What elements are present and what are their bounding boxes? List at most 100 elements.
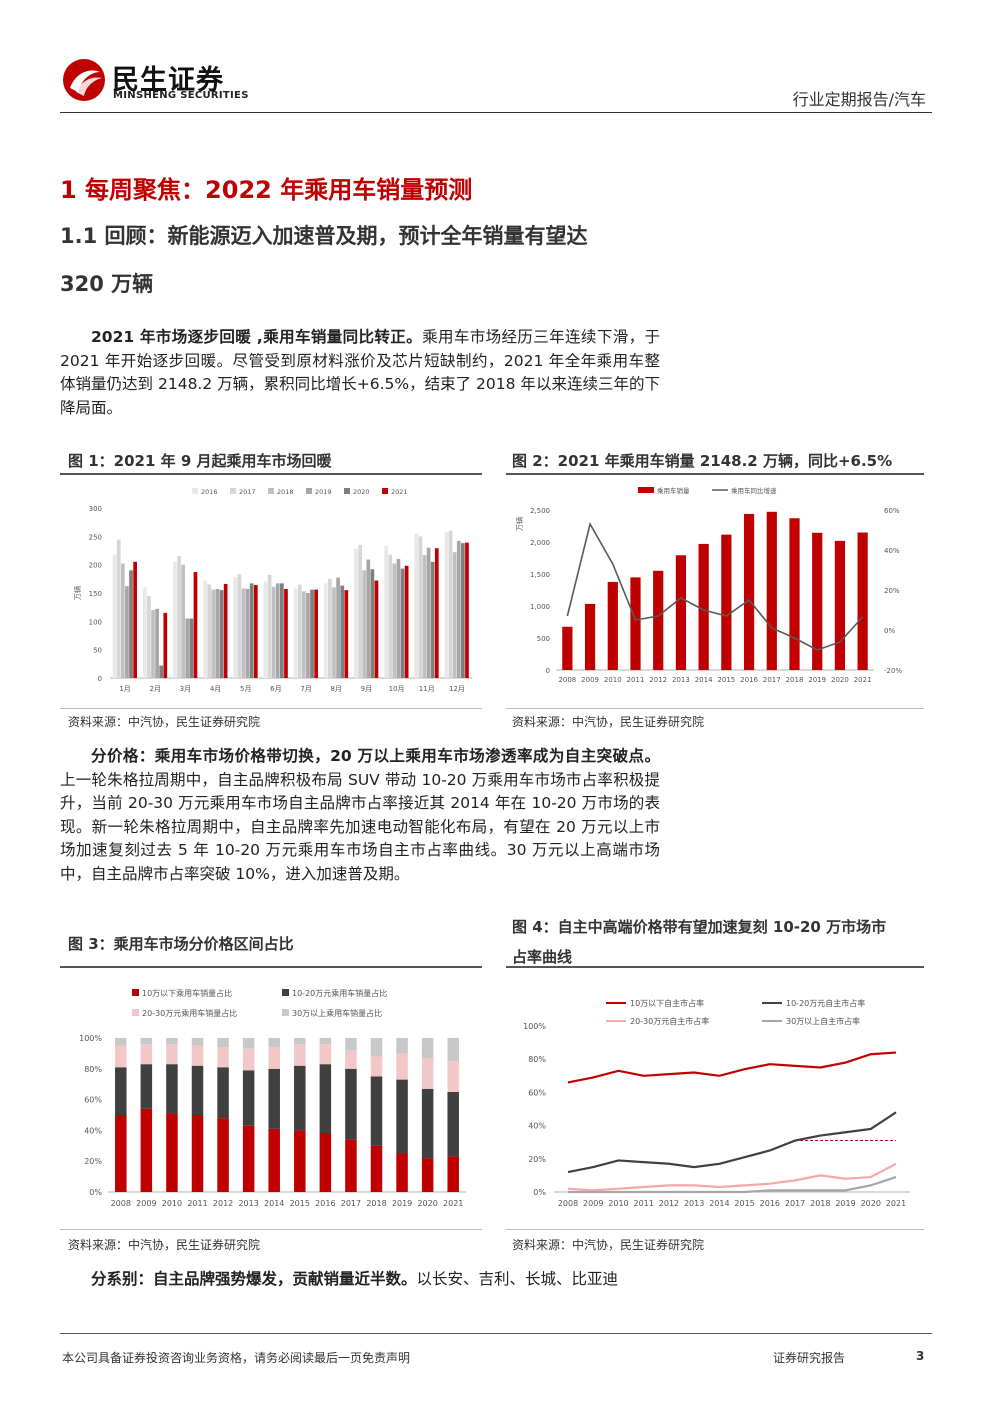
bar <box>418 536 423 678</box>
legend-swatch <box>344 488 350 494</box>
x-tick-label: 5月 <box>240 685 251 693</box>
y-tick-label: 1,000 <box>530 603 550 611</box>
x-tick-label: 2012 <box>213 1199 233 1208</box>
paragraph-lead: 分系别：自主品牌强势爆发，贡献销量近半数。 <box>91 1270 417 1288</box>
stacked-bar-segment <box>268 1128 280 1192</box>
bar <box>275 583 280 678</box>
figure4-source: 资料来源：中汽协，民生证券研究院 <box>512 1238 705 1252</box>
x-tick-label: 2013 <box>238 1199 258 1208</box>
legend-label: 10-20万元自主市占率 <box>786 998 865 1008</box>
figure4-title-line2: 占率曲线 <box>512 948 573 966</box>
stacked-bar-segment <box>166 1113 178 1192</box>
x-tick-label: 8月 <box>331 685 342 693</box>
bar <box>163 612 168 678</box>
bar <box>297 584 302 678</box>
stacked-bar-segment <box>268 1047 280 1069</box>
y-tick-label: 250 <box>89 533 102 541</box>
y2-tick-label: 40% <box>884 547 900 555</box>
x-tick-label: 2016 <box>740 676 758 684</box>
figure4-top-rule <box>506 966 924 968</box>
stacked-bar-segment <box>217 1067 229 1119</box>
legend-swatch <box>638 487 654 493</box>
x-tick-label: 2012 <box>649 676 667 684</box>
stacked-bar-segment <box>370 1145 383 1192</box>
paragraph-price-band: 分价格：乘用车市场价格带切换，20 万以上乘用车市场渗透率成为自主突破点。上一轮… <box>60 745 660 886</box>
bar <box>789 518 800 670</box>
y-tick-label: 2,000 <box>530 539 550 547</box>
x-tick-label: 2017 <box>763 676 781 684</box>
bar <box>698 543 709 670</box>
stacked-bar-segment <box>447 1061 459 1092</box>
x-tick-label: 4月 <box>210 685 221 693</box>
y-tick-label: 100 <box>89 618 102 626</box>
stacked-bar-segment <box>421 1038 434 1059</box>
bar <box>223 583 228 678</box>
x-tick-label: 2010 <box>162 1199 182 1208</box>
y-axis-label: 万辆 <box>73 586 82 600</box>
bar <box>465 542 469 678</box>
x-tick-label: 2011 <box>627 676 645 684</box>
figure2-title: 图 2：2021 年乘用车销量 2148.2 万辆，同比+6.5% <box>512 452 893 470</box>
bar <box>392 563 397 678</box>
bar <box>177 556 181 678</box>
paragraph-body: 以长安、吉利、长城、比亚迪 <box>416 1270 619 1288</box>
bar <box>185 618 190 678</box>
stacked-bar-segment <box>345 1139 357 1192</box>
bar <box>422 555 427 678</box>
stacked-bar-segment <box>370 1056 383 1077</box>
y-tick-label: 20% <box>528 1155 546 1164</box>
x-tick-label: 2019 <box>392 1199 412 1208</box>
x-tick-label: 2021 <box>443 1199 463 1208</box>
x-tick-label: 2016 <box>760 1199 780 1208</box>
y2-tick-label: 20% <box>884 587 900 595</box>
stacked-bar-segment <box>115 1038 127 1046</box>
x-tick-label: 2014 <box>695 676 713 684</box>
x-tick-label: 2008 <box>558 676 576 684</box>
legend-label: 2018 <box>277 488 294 496</box>
figure1-chart: 2016 2017 2018 2019 2020 2021 0 50 100 150 200 250 3… <box>73 488 472 693</box>
bar <box>293 588 298 678</box>
x-tick-label: 2013 <box>684 1199 704 1208</box>
legend-swatch <box>382 488 388 494</box>
legend-label: 20-30万元乘用车销量占比 <box>142 1008 237 1018</box>
stacked-bar-segment <box>421 1158 434 1192</box>
figure2-source: 资料来源：中汽协，民生证券研究院 <box>512 715 705 729</box>
stacked-bar-segment <box>217 1038 229 1048</box>
bar <box>245 589 250 678</box>
legend-swatch <box>230 488 236 494</box>
legend-label: 30万以上自主市占率 <box>786 1016 860 1026</box>
y2-tick-label: 60% <box>884 507 900 515</box>
stacked-bar-segment <box>396 1153 408 1192</box>
legend-label: 2021 <box>391 488 408 496</box>
bar <box>444 531 449 678</box>
bar <box>112 554 117 678</box>
bar <box>834 540 846 670</box>
y-tick-label: 150 <box>89 590 102 598</box>
stacked-bar-segment <box>166 1064 178 1114</box>
bar <box>155 608 159 678</box>
bar <box>430 561 435 678</box>
stacked-bar-segment <box>447 1091 459 1157</box>
paragraph-body: 乘用车市场经历三年连续下滑，于 2021 年开始逐步回暖。尽管受到原材料涨价及芯… <box>60 328 660 417</box>
stacked-bar-segment <box>140 1064 153 1109</box>
x-tick-label: 2013 <box>672 676 690 684</box>
bar <box>233 577 238 678</box>
legend-swatch <box>268 488 274 494</box>
x-tick-label: 10月 <box>389 685 405 693</box>
stacked-bar-segment <box>345 1068 357 1140</box>
y-tick-label: 0 <box>98 675 102 683</box>
bar <box>366 559 371 678</box>
subsection-heading-line1: 1.1 回顾：新能源迈入加速普及期，预计全年销量有望达 <box>60 224 588 248</box>
y-axis-label: 万辆 <box>515 517 524 531</box>
x-tick-label: 2012 <box>659 1199 679 1208</box>
stacked-bar-segment <box>319 1044 332 1065</box>
legend-label: 2020 <box>353 488 370 496</box>
bar <box>857 532 868 670</box>
bar <box>263 581 268 678</box>
bar <box>630 577 641 670</box>
paragraph-body: 上一轮朱格拉周期中，自主品牌积极布局 SUV 带动 10-20 万乘用车市场市占… <box>60 770 660 883</box>
legend-swatch <box>282 1009 289 1016</box>
bar <box>129 570 133 678</box>
minsheng-logo-icon <box>63 59 105 101</box>
stacked-bar-segment <box>294 1038 306 1045</box>
